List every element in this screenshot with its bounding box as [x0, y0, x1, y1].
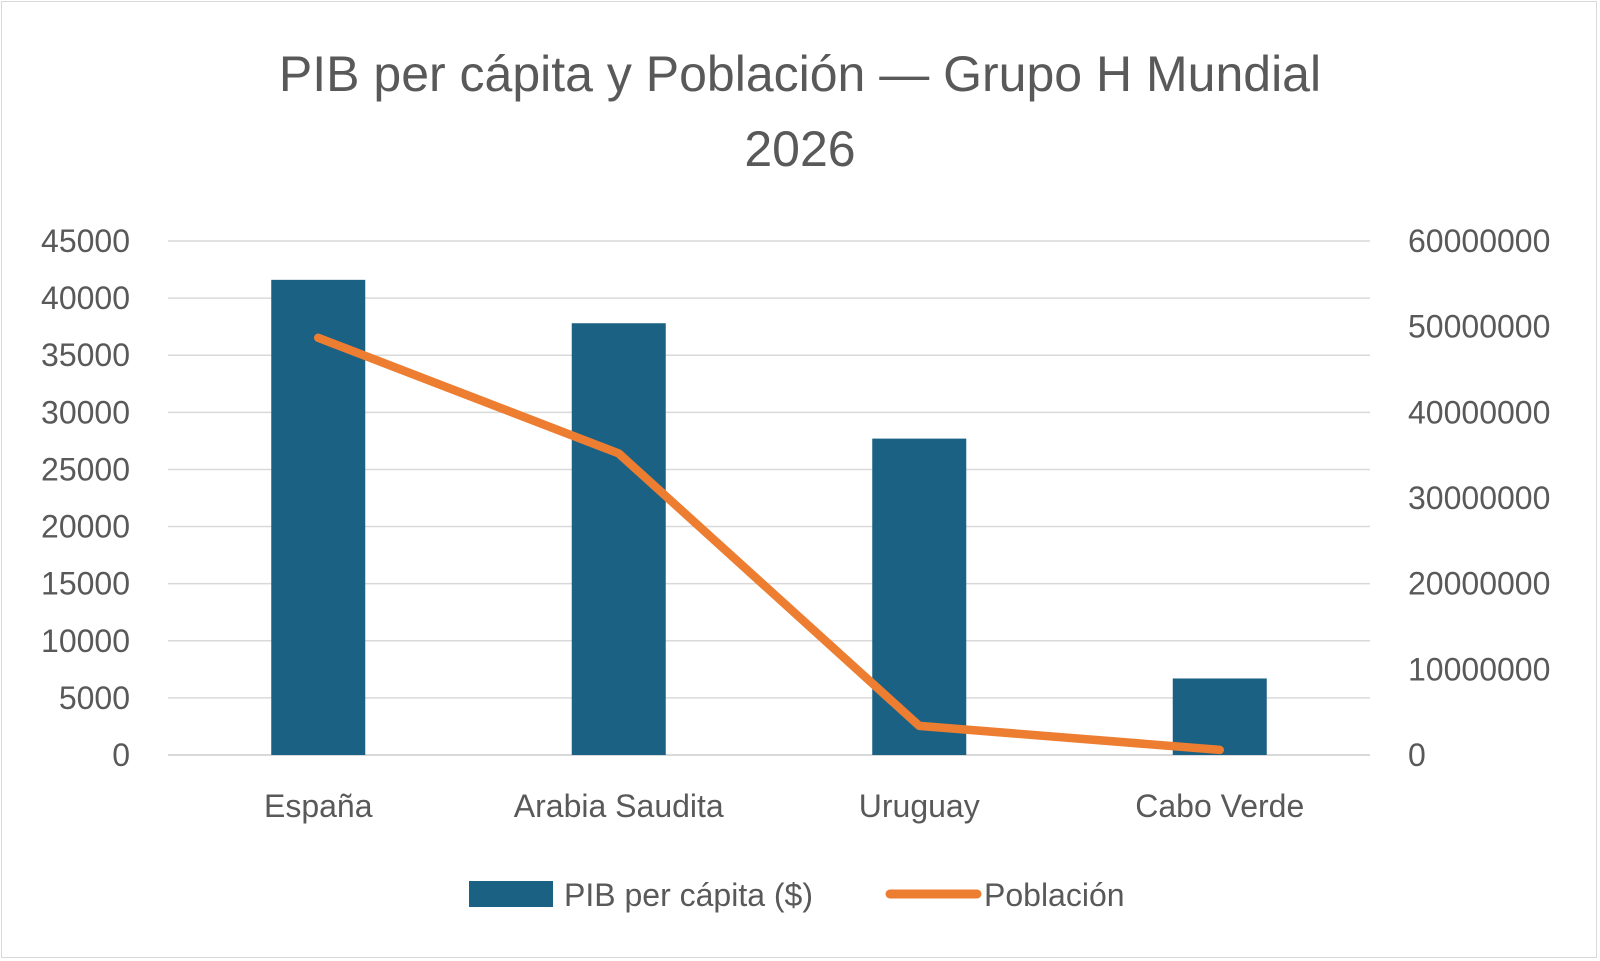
category-label: Uruguay	[859, 788, 980, 824]
category-label: Arabia Saudita	[514, 788, 724, 824]
left-axis-tick-label: 0	[112, 737, 130, 773]
left-axis-tick-label: 30000	[41, 394, 130, 430]
bar-2	[872, 438, 967, 755]
right-axis-ticks: 0 10000000 20000000 30000000 40000000 5000000…	[1408, 223, 1550, 773]
bar-1	[571, 323, 666, 755]
bar-3	[1172, 678, 1267, 755]
left-axis-tick-label: 20000	[41, 509, 130, 545]
left-axis-tick-label: 10000	[41, 623, 130, 659]
right-axis-tick-label: 50000000	[1408, 309, 1550, 345]
category-label: España	[264, 788, 373, 824]
chart-title-line-1: PIB per cápita y Población — Grupo H Mun…	[279, 46, 1321, 102]
legend-label-bar: PIB per cápita ($)	[564, 877, 813, 913]
population-line	[314, 333, 1224, 755]
legend-swatch-bar	[469, 881, 553, 907]
category-labels: España Arabia Saudita Uruguay Cabo Verde	[264, 788, 1304, 824]
legend: PIB per cápita ($) Población	[469, 877, 1125, 913]
line-series	[314, 333, 1224, 755]
left-axis-tick-label: 25000	[41, 451, 130, 487]
left-axis-tick-label: 5000	[59, 680, 130, 716]
left-axis-tick-label: 15000	[41, 566, 130, 602]
right-axis-tick-label: 10000000	[1408, 651, 1550, 687]
left-axis-tick-label: 35000	[41, 337, 130, 373]
right-axis-tick-label: 20000000	[1408, 566, 1550, 602]
gridlines	[168, 240, 1370, 756]
bar-series	[271, 279, 1267, 755]
right-axis-tick-label: 60000000	[1408, 223, 1550, 259]
left-axis-tick-label: 45000	[41, 223, 130, 259]
legend-label-line: Población	[984, 877, 1125, 913]
right-axis-tick-label: 30000000	[1408, 480, 1550, 516]
left-axis-ticks: 0 5000 10000 15000 20000 25000 30000 35000 40000…	[41, 223, 130, 773]
left-axis-tick-label: 40000	[41, 280, 130, 316]
right-axis-tick-label: 0	[1408, 737, 1426, 773]
chart-title-line-2: 2026	[744, 121, 855, 177]
right-axis-tick-label: 40000000	[1408, 394, 1550, 430]
category-label: Cabo Verde	[1135, 788, 1304, 824]
bar-0	[271, 279, 366, 755]
chart-title: PIB per cápita y Población — Grupo H Mun…	[279, 46, 1321, 177]
